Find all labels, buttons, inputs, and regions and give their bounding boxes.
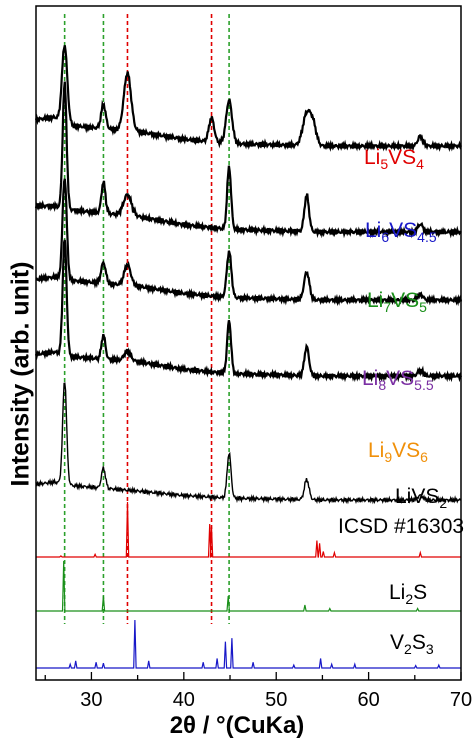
- trace-Li6VS4.5: [34, 81, 462, 239]
- reference-pattern-V2S3: [36, 619, 461, 669]
- reference-label-LiVS2-source: ICSD #16303: [338, 515, 465, 538]
- trace-Li9VS6: [35, 382, 462, 505]
- series-label-Li6VS4.5: Li6VS4.5: [365, 219, 437, 245]
- x-tick-label: 30: [80, 689, 102, 711]
- reference-pattern-Li2S: [36, 560, 461, 612]
- series-label-Li8VS5.5: Li8VS5.5: [362, 367, 434, 393]
- series-label-Li7VS5: Li7VS5: [367, 289, 427, 315]
- plot-frame: [35, 5, 462, 681]
- trace-Li8VS5.5: [34, 239, 463, 383]
- x-axis-title: 2θ / °(CuKa): [169, 712, 305, 739]
- reference-pattern-LiVS2: [36, 501, 461, 558]
- trace-Li5VS4: [34, 45, 462, 152]
- x-tick-label: 70: [450, 689, 472, 711]
- reference-label-V2S3: V2S3: [390, 631, 434, 657]
- x-tick-label: 50: [265, 689, 287, 711]
- y-axis-title-wrap: Intensity (arb. unit): [6, 0, 36, 748]
- reference-label-LiVS2: LiVS2: [395, 485, 448, 511]
- reference-label-Li2S: Li2S: [389, 581, 428, 607]
- x-tick-label: 60: [357, 689, 379, 711]
- trace-Li7VS5: [35, 178, 463, 307]
- series-label-Li5VS4: Li5VS4: [364, 146, 424, 172]
- y-axis-title: Intensity (arb. unit): [6, 261, 35, 487]
- x-tick-label: 40: [173, 689, 195, 711]
- series-label-Li9VS6: Li9VS6: [368, 439, 428, 465]
